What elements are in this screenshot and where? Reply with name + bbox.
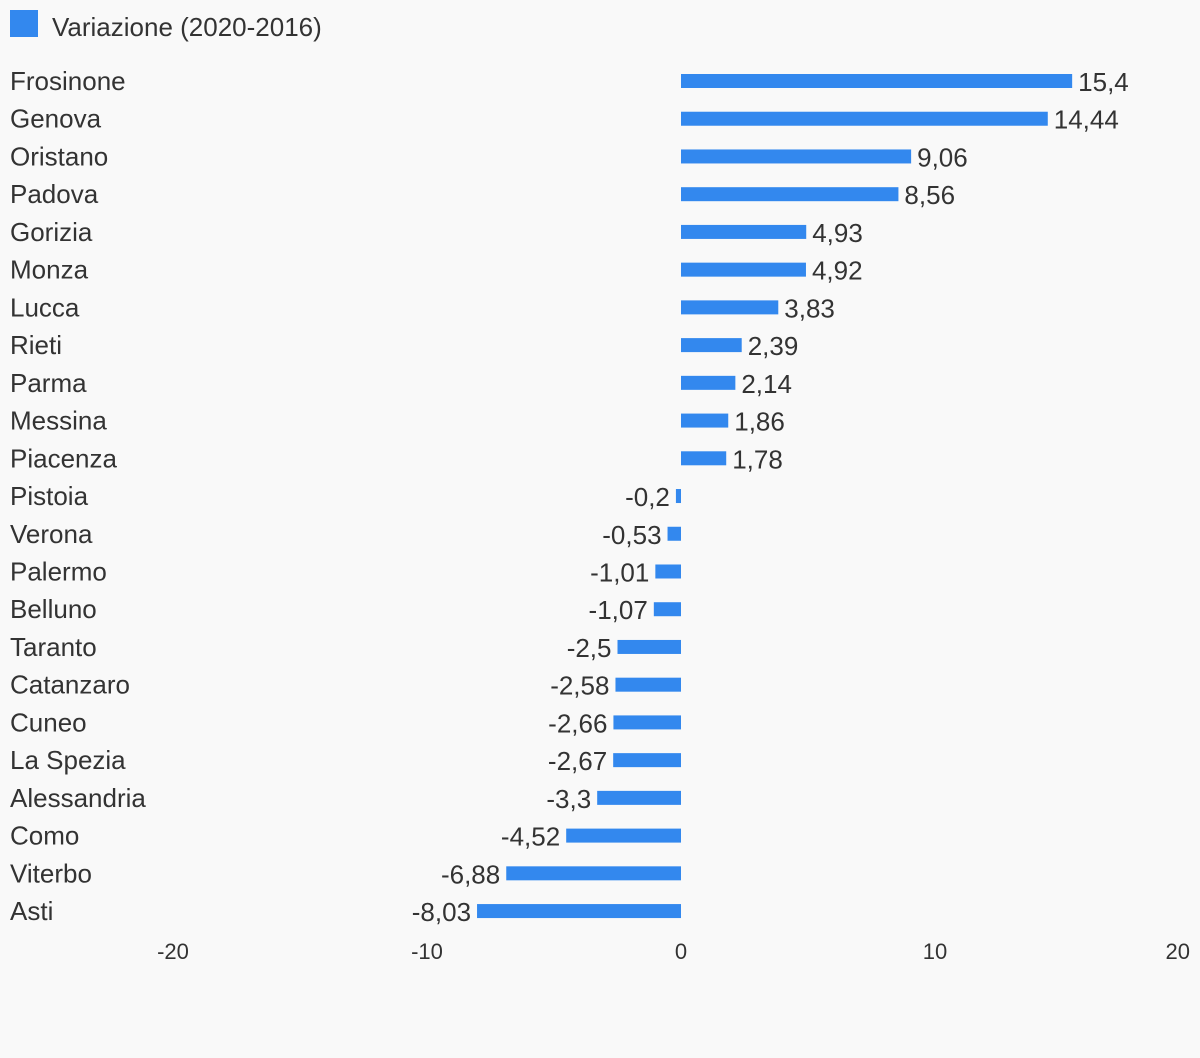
bar — [477, 904, 681, 919]
category-label: Piacenza — [10, 443, 117, 473]
data-label: -2,67 — [548, 746, 607, 776]
data-label: 8,56 — [904, 180, 955, 210]
data-label: 4,93 — [812, 218, 863, 248]
plot-area: Frosinone 15,4 Genova 14,44 Oristano 9,06 Pado… — [10, 66, 1129, 927]
legend: Variazione (2020-2016) — [10, 10, 322, 42]
category-label: Asti — [10, 896, 53, 926]
x-tick-label: 10 — [923, 939, 947, 964]
x-tick-label: 20 — [1166, 939, 1190, 964]
data-label: 1,78 — [732, 444, 783, 474]
bar — [681, 149, 912, 164]
bar — [681, 262, 806, 277]
category-label: Messina — [10, 406, 107, 436]
bar — [681, 111, 1048, 126]
data-label: 15,4 — [1078, 67, 1129, 97]
x-tick-label: -10 — [411, 939, 443, 964]
category-label: Taranto — [10, 632, 97, 662]
bar — [681, 451, 727, 466]
data-label: -6,88 — [441, 859, 500, 889]
category-label: Padova — [10, 179, 99, 209]
data-label: -8,03 — [412, 897, 471, 927]
bar — [681, 300, 779, 315]
bar — [597, 790, 681, 805]
data-label: 2,39 — [748, 331, 799, 361]
bar — [566, 828, 681, 843]
data-label: -1,01 — [590, 557, 649, 587]
data-label: -1,07 — [589, 595, 648, 625]
bar — [653, 602, 681, 617]
data-label: -4,52 — [501, 822, 560, 852]
bar — [675, 489, 681, 504]
data-label: 4,92 — [812, 256, 863, 286]
category-label: Catanzaro — [10, 670, 130, 700]
bar — [613, 753, 681, 768]
bar — [681, 74, 1073, 88]
category-label: Verona — [10, 519, 93, 549]
data-label: 1,86 — [734, 407, 785, 437]
category-label: Frosinone — [10, 66, 126, 96]
bar — [615, 677, 681, 692]
category-label: Genova — [10, 104, 102, 134]
bar — [667, 526, 681, 541]
data-label: -2,66 — [548, 708, 607, 738]
category-label: Pistoia — [10, 481, 89, 511]
category-label: Rieti — [10, 330, 62, 360]
bar — [506, 866, 681, 881]
bar — [681, 375, 736, 390]
category-label: Alessandria — [10, 783, 146, 813]
data-label: 2,14 — [741, 369, 792, 399]
category-label: Lucca — [10, 292, 80, 322]
data-label: 3,83 — [784, 293, 835, 323]
bar — [681, 224, 807, 239]
bar — [681, 413, 729, 428]
category-label: La Spezia — [10, 745, 126, 775]
category-label: Parma — [10, 368, 87, 398]
legend-label: Variazione (2020-2016) — [52, 12, 322, 42]
category-label: Monza — [10, 255, 89, 285]
bar — [655, 564, 681, 579]
data-label: -3,3 — [546, 784, 591, 814]
legend-swatch — [10, 10, 38, 37]
bar — [613, 715, 681, 730]
category-label: Viterbo — [10, 858, 92, 888]
category-label: Como — [10, 821, 79, 851]
x-axis: -20 -10 0 10 20 — [157, 939, 1190, 964]
bar — [617, 639, 681, 654]
category-label: Cuneo — [10, 707, 87, 737]
x-tick-label: -20 — [157, 939, 189, 964]
bar — [681, 338, 742, 353]
category-label: Belluno — [10, 594, 97, 624]
category-label: Palermo — [10, 556, 107, 586]
data-label: 9,06 — [917, 142, 968, 172]
data-label: -2,58 — [550, 671, 609, 701]
data-label: -0,2 — [625, 482, 670, 512]
bar — [681, 187, 899, 202]
data-label: 14,44 — [1054, 105, 1119, 135]
x-tick-label: 0 — [675, 939, 687, 964]
category-label: Gorizia — [10, 217, 93, 247]
category-label: Oristano — [10, 141, 108, 171]
data-label: -0,53 — [602, 520, 661, 550]
data-label: -2,5 — [567, 633, 612, 663]
